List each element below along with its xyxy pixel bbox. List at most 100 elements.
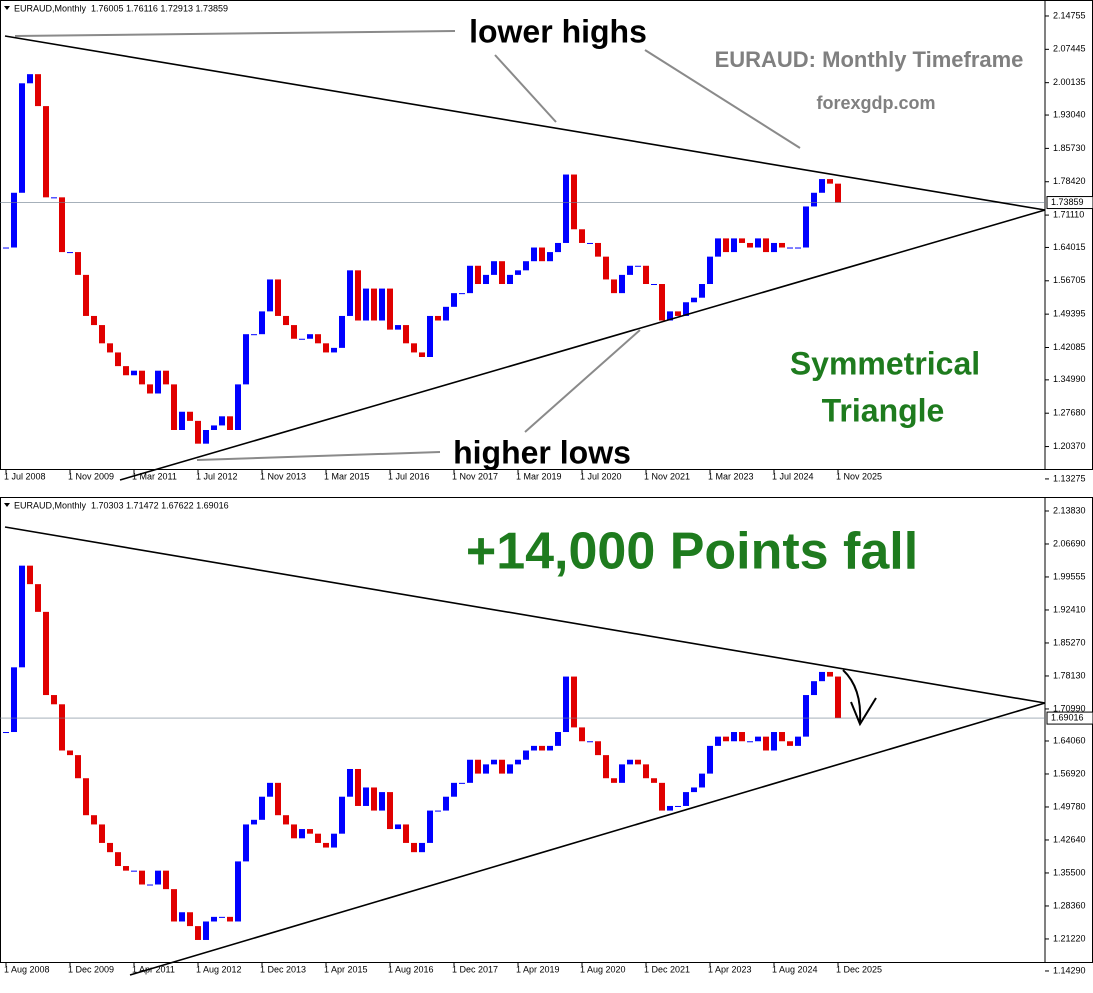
x-tick-label: 1 Aug 2008 (4, 964, 50, 974)
candle (723, 736, 729, 742)
candle (251, 819, 257, 825)
candle (499, 261, 505, 285)
candle (235, 861, 241, 922)
y-tick-label: 1.70990 (1053, 703, 1086, 713)
candle (411, 842, 417, 853)
candle (67, 252, 73, 254)
candle (555, 242, 561, 253)
candle (819, 671, 825, 682)
candle (643, 764, 649, 779)
x-tick-label: 1 Dec 2021 (644, 964, 690, 974)
candle (163, 870, 169, 890)
callout-line (524, 329, 641, 433)
candle (3, 247, 9, 249)
candle (531, 745, 537, 751)
candle (579, 727, 585, 742)
candle (219, 916, 225, 918)
candle (139, 370, 145, 385)
y-tick-label: 1.35500 (1053, 867, 1086, 877)
candle (659, 284, 665, 321)
candle (747, 242, 753, 248)
candle (651, 284, 657, 286)
candle (459, 782, 465, 784)
x-tick-label: 1 Aug 2024 (772, 964, 818, 974)
callout-line (196, 451, 441, 461)
x-tick-label: 1 Dec 2013 (260, 964, 306, 974)
candle (347, 768, 353, 797)
candle (563, 174, 569, 243)
candle (547, 745, 553, 751)
annotation: +14,000 Points fall (466, 523, 918, 581)
x-tick-label: 1 Dec 2009 (68, 964, 114, 974)
candle (155, 870, 161, 885)
candle (499, 759, 505, 774)
candle (403, 824, 409, 843)
candle (707, 745, 713, 774)
candle (779, 732, 785, 742)
candle (547, 252, 553, 262)
annotation: higher lows (453, 434, 631, 470)
x-tick-label: 1 Nov 2017 (452, 471, 498, 481)
y-tick-label: 1.78420 (1053, 176, 1086, 186)
candle (683, 302, 689, 316)
candle (723, 238, 729, 253)
candle (483, 274, 489, 285)
candle (411, 343, 417, 353)
candle (3, 732, 9, 734)
candle (587, 242, 593, 244)
candle (171, 384, 177, 430)
y-tick-label: 1.21220 (1053, 933, 1086, 943)
candle (563, 676, 569, 733)
candle (739, 238, 745, 243)
y-tick-label: 1.85730 (1053, 143, 1086, 153)
x-tick-label: 1 Dec 2017 (452, 964, 498, 974)
chart-header: EURAUD,Monthly 1.70303 1.71472 1.67622 1… (14, 500, 229, 510)
x-tick-label: 1 Jul 2024 (772, 471, 814, 481)
candle (131, 870, 137, 872)
candle (475, 265, 481, 285)
candle (627, 265, 633, 275)
y-tick-label: 2.13830 (1053, 505, 1086, 515)
candle (731, 732, 737, 742)
candle (323, 343, 329, 353)
candle (75, 252, 81, 275)
candle (35, 74, 41, 107)
candle (147, 384, 153, 394)
candle (419, 352, 425, 358)
candle (259, 311, 265, 335)
candle (99, 325, 105, 344)
candle (651, 778, 657, 783)
candle (811, 192, 817, 207)
candle (323, 842, 329, 848)
candle (795, 247, 801, 249)
candle (819, 179, 825, 193)
candle (299, 829, 305, 839)
y-tick-label: 1.49395 (1053, 309, 1086, 319)
candle (315, 334, 321, 344)
candle (107, 842, 113, 853)
candle (59, 197, 65, 253)
candle (755, 238, 761, 248)
candle (203, 921, 209, 940)
candle (763, 736, 769, 751)
candle (339, 315, 345, 348)
candle (787, 247, 793, 249)
candle (387, 288, 393, 330)
candle (219, 416, 225, 426)
candle (339, 796, 345, 834)
trend-line (4, 526, 1046, 704)
x-tick-label: 1 Aug 2016 (388, 964, 434, 974)
candle (11, 667, 17, 733)
callout-line (644, 49, 801, 149)
candle (371, 787, 377, 811)
candle (27, 74, 33, 84)
candle (579, 229, 585, 243)
candle (691, 297, 697, 303)
candle (179, 411, 185, 430)
candle (299, 338, 305, 340)
y-tick-label: 2.06690 (1053, 538, 1086, 548)
candle (243, 334, 249, 385)
candle (395, 824, 401, 830)
candle (171, 889, 177, 922)
candle (747, 741, 753, 743)
